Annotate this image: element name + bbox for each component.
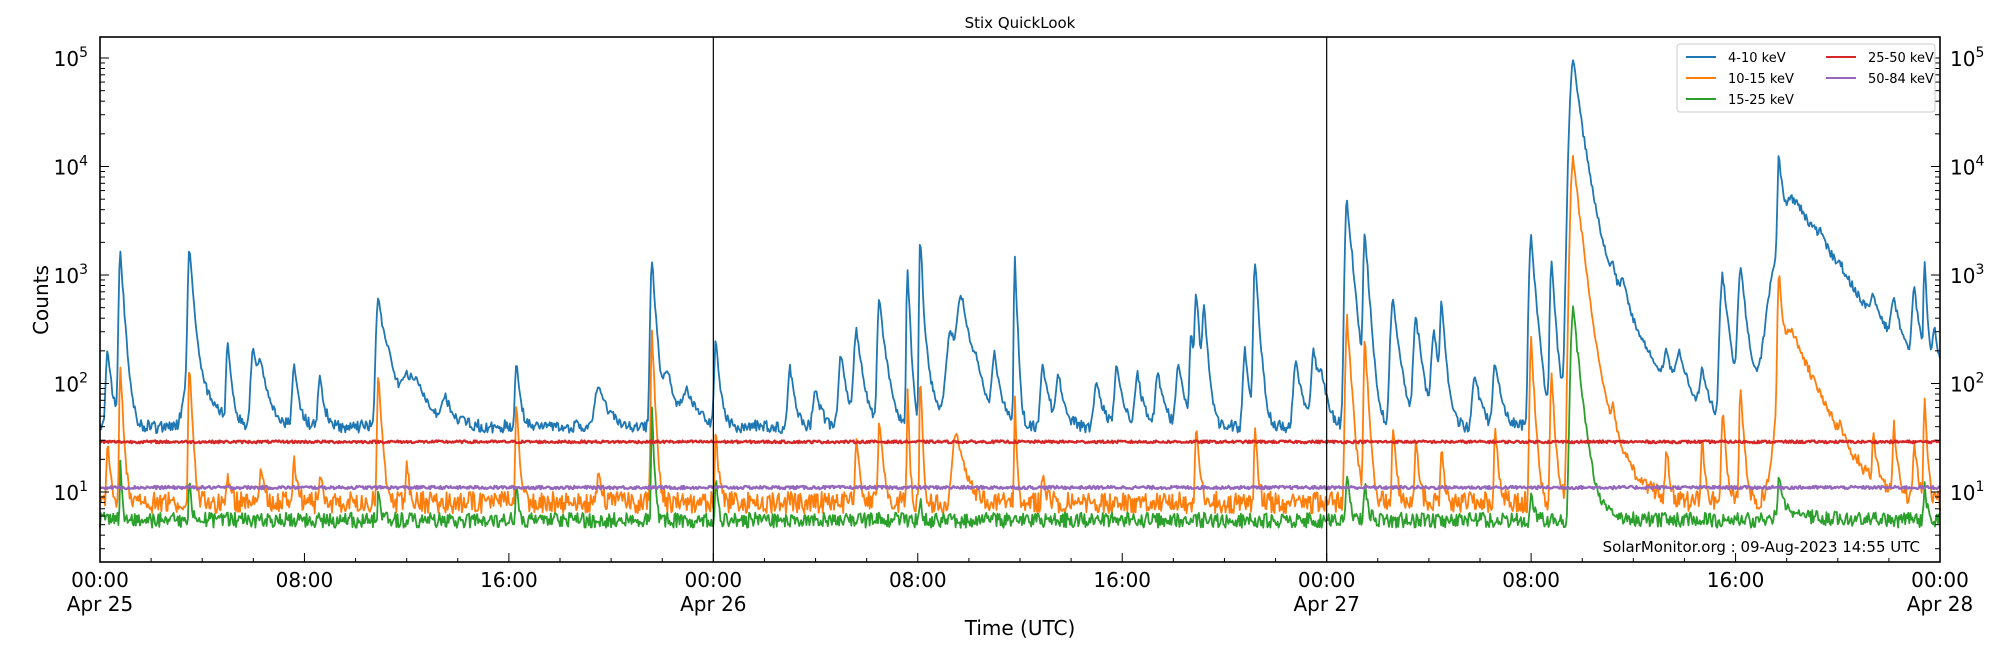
series-line-10-15-keV	[99, 154, 1941, 515]
x-tick-label: 00:00	[1911, 568, 1969, 592]
source-annotation: SolarMonitor.org : 09-Aug-2023 14:55 UTC	[1603, 538, 1920, 556]
y-tick-label: 101	[54, 479, 88, 505]
series-layer	[99, 59, 1941, 529]
x-tick-label: 16:00	[1707, 568, 1765, 592]
y-tick-label: 101	[1950, 479, 1984, 505]
y-tick-label: 105	[54, 45, 88, 71]
y-tick-label: 102	[54, 371, 88, 397]
x-tick-date-label: Apr 26	[680, 592, 746, 616]
x-tick-date-label: Apr 25	[67, 592, 133, 616]
y-tick-label: 102	[1950, 371, 1984, 397]
x-tick-label: 08:00	[276, 568, 334, 592]
x-tick-label: 08:00	[889, 568, 947, 592]
x-tick-date-label: Apr 27	[1293, 592, 1359, 616]
legend-label: 10-15 keV	[1728, 72, 1794, 87]
x-axis-label: Time (UTC)	[964, 616, 1076, 640]
legend-label: 50-84 keV	[1868, 72, 1934, 87]
x-tick-label: 08:00	[1502, 568, 1560, 592]
y-tick-label: 104	[1950, 154, 1984, 180]
chart-title: Stix QuickLook	[965, 14, 1076, 32]
series-line-4-10-keV	[99, 59, 1941, 434]
legend-label: 25-50 keV	[1868, 51, 1934, 66]
day-boundary-lines	[712, 37, 1328, 562]
y-tick-label: 104	[54, 154, 88, 180]
x-tick-label: 00:00	[71, 568, 129, 592]
series-line-50-84-keV	[99, 484, 1941, 491]
legend-label: 15-25 keV	[1728, 93, 1794, 108]
y-axis-right: 101 102 103 104 105	[1931, 45, 1984, 550]
x-tick-label: 16:00	[1093, 568, 1151, 592]
x-tick-date-label: Apr 28	[1907, 592, 1973, 616]
x-tick-label: 00:00	[685, 568, 743, 592]
y-tick-label: 103	[54, 262, 88, 288]
y-tick-label: 103	[1950, 262, 1984, 288]
x-tick-label: 00:00	[1298, 568, 1356, 592]
y-axis-label: Counts	[29, 265, 53, 335]
y-axis-left: 101 102 103 104 105	[54, 45, 109, 550]
legend: 4-10 keV 10-15 keV 15-25 keV 25-50 keV 50-84…	[1676, 43, 1936, 113]
legend-box	[1676, 43, 1936, 113]
legend-label: 4-10 keV	[1728, 51, 1786, 66]
y-tick-label: 105	[1950, 45, 1984, 71]
series-line-25-50-keV	[99, 439, 1941, 445]
x-tick-label: 16:00	[480, 568, 538, 592]
series-line-15-25-keV	[99, 305, 1941, 529]
